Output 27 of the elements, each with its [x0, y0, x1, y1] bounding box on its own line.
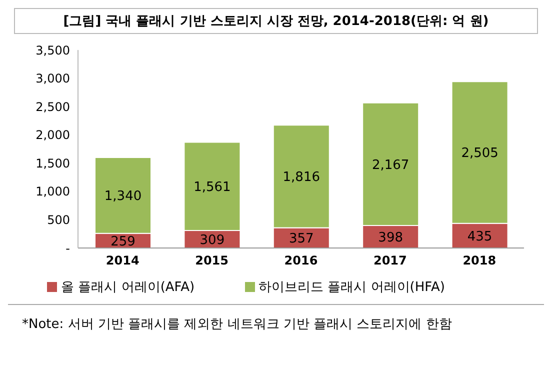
- data-label: 435: [467, 229, 492, 244]
- y-tick-label: 500: [47, 212, 70, 227]
- data-label: 309: [200, 232, 225, 248]
- data-label: 357: [288, 232, 314, 247]
- data-label: 2,505: [461, 146, 498, 162]
- data-label: 1,561: [194, 180, 231, 195]
- data-label: 2,167: [372, 158, 410, 173]
- y-tick-label: 2,500: [36, 100, 70, 114]
- data-label: 1,340: [104, 189, 142, 204]
- x-tick-label: 2015: [195, 254, 229, 268]
- data-label: 1,816: [282, 170, 320, 186]
- legend-label: 올 플래시 어레이(AFA): [61, 280, 195, 295]
- y-tick-label: -: [66, 241, 70, 256]
- data-label: 259: [110, 234, 136, 250]
- chart-title: [그림] 국내 플래시 기반 스토리지 시장 전망, 2014-2018(단위: 억 원): [14, 8, 538, 34]
- text: *Note: 서버 기반 플래시를 제외한 네트워크 기반 플래시 스토리지에 한함: [22, 316, 453, 333]
- y-tick-label: 1,000: [36, 184, 70, 199]
- x-tick-label: 2018: [462, 254, 496, 268]
- y-tick-label: 3,000: [36, 72, 70, 86]
- x-tick-label: 2014: [106, 254, 140, 268]
- data-label: 398: [378, 230, 404, 246]
- y-tick-label: 1,500: [36, 156, 70, 170]
- x-tick-label: 2016: [284, 254, 318, 268]
- legend-label: 하이브리드 플래시 어레이(HFA): [258, 280, 445, 295]
- y-tick-label: 3,500: [36, 43, 70, 58]
- y-tick-label: 2,000: [36, 128, 70, 142]
- x-tick-label: 2017: [373, 254, 407, 268]
